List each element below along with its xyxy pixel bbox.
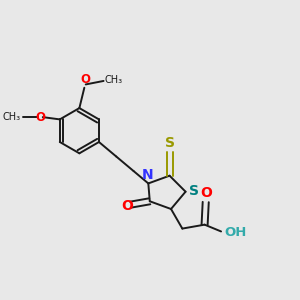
Text: S: S [189,184,200,198]
Text: S: S [165,136,175,150]
Text: O: O [201,186,212,200]
Text: N: N [142,168,154,182]
Text: O: O [121,199,133,213]
Text: OH: OH [224,226,247,239]
Text: CH₃: CH₃ [105,75,123,85]
Text: O: O [81,73,91,86]
Text: O: O [36,111,46,124]
Text: CH₃: CH₃ [3,112,21,122]
